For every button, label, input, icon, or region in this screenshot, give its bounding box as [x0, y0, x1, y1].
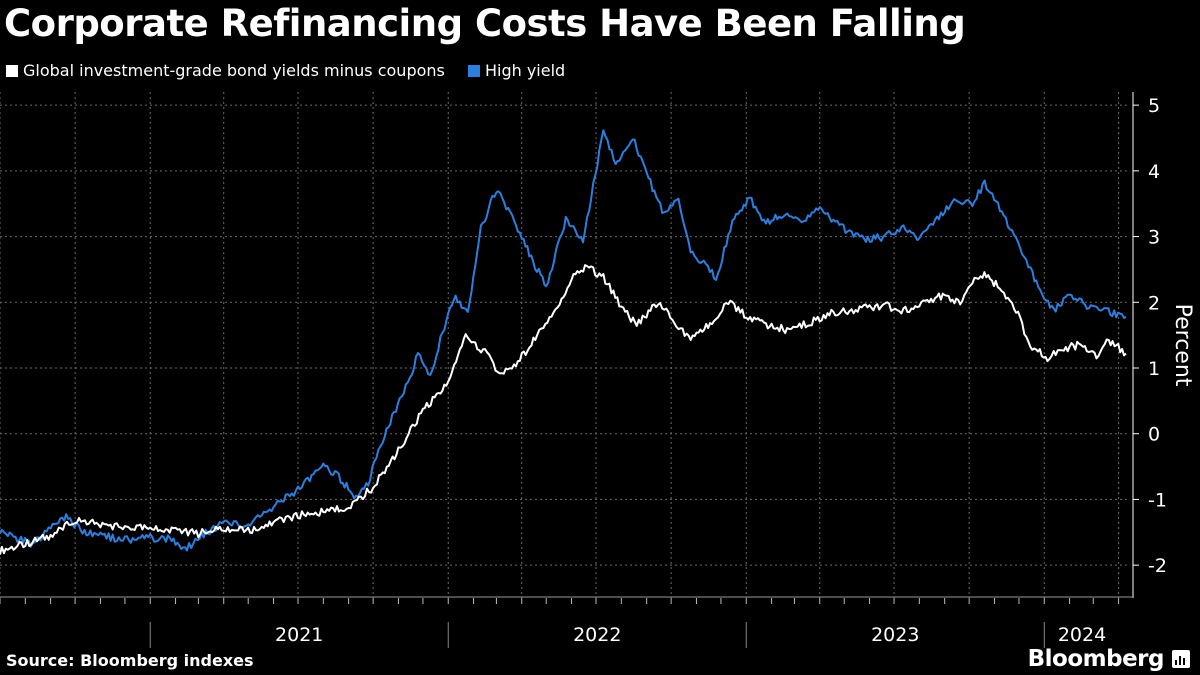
- series-line-investment-grade: [0, 264, 1127, 555]
- legend-label-investment-grade: Global investment-grade bond yields minu…: [23, 61, 445, 80]
- bloomberg-chart-icon: [1172, 650, 1190, 668]
- y-tick-label: 0: [1148, 424, 1160, 446]
- x-year-label: 2023: [871, 624, 919, 646]
- legend-item-high-yield: High yield: [467, 61, 566, 80]
- y-tick-label: 3: [1148, 227, 1160, 249]
- legend-swatch-white: [6, 64, 18, 77]
- y-tick-label: 5: [1148, 95, 1160, 117]
- series-line-high-yield: [0, 129, 1127, 552]
- bloomberg-wordmark: Bloomberg: [1027, 646, 1165, 672]
- x-year-label: 2021: [275, 624, 323, 646]
- legend-swatch-blue: [467, 64, 480, 77]
- y-tick-label: -2: [1148, 555, 1167, 577]
- x-year-label: 2022: [573, 624, 621, 646]
- legend-label-high-yield: High yield: [484, 61, 566, 80]
- y-axis-title: Percent: [1170, 304, 1195, 387]
- x-year-label: 2024: [1058, 624, 1106, 646]
- y-tick-label: 1: [1148, 358, 1160, 380]
- y-tick-label: 4: [1148, 161, 1160, 183]
- source-note: Source: Bloomberg indexes: [6, 651, 254, 670]
- y-tick-label: 2: [1148, 292, 1160, 314]
- bloomberg-brand: Bloomberg: [1028, 646, 1190, 672]
- legend-item-investment-grade: Global investment-grade bond yields minu…: [6, 61, 445, 80]
- y-tick-label: -1: [1148, 489, 1167, 511]
- chart-title: Corporate Refinancing Costs Have Been Fa…: [4, 2, 966, 45]
- legend: Global investment-grade bond yields minu…: [6, 61, 583, 81]
